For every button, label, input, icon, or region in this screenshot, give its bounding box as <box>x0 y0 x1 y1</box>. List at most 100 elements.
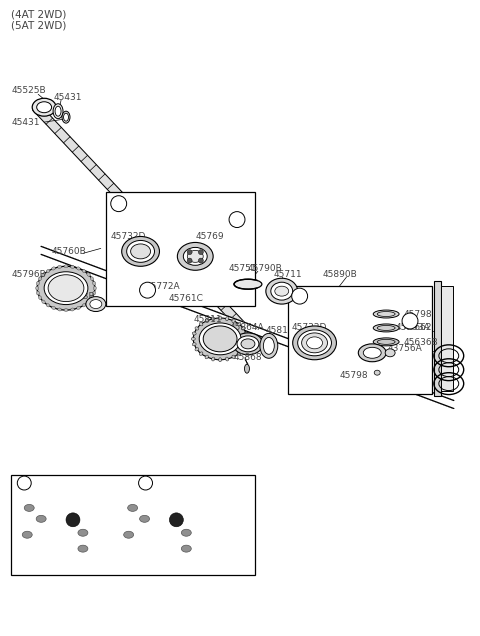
Ellipse shape <box>78 529 88 536</box>
Text: 45819: 45819 <box>266 326 294 335</box>
Circle shape <box>111 196 127 212</box>
Bar <box>288 286 432 394</box>
Ellipse shape <box>58 265 61 268</box>
Ellipse shape <box>36 281 39 286</box>
Text: 45868: 45868 <box>234 353 263 363</box>
Ellipse shape <box>266 278 298 304</box>
Ellipse shape <box>140 515 150 522</box>
Text: b: b <box>145 286 150 294</box>
Ellipse shape <box>212 357 215 361</box>
Ellipse shape <box>122 237 159 266</box>
Ellipse shape <box>373 310 399 318</box>
Text: 45897C: 45897C <box>47 504 82 513</box>
Ellipse shape <box>244 343 248 346</box>
Text: 45798: 45798 <box>339 371 368 380</box>
Circle shape <box>187 258 192 263</box>
Text: 45753A: 45753A <box>129 200 163 209</box>
Ellipse shape <box>63 113 69 121</box>
Ellipse shape <box>178 242 213 270</box>
Text: (5AT 2WD): (5AT 2WD) <box>12 21 67 31</box>
Ellipse shape <box>373 338 399 346</box>
Text: 45890B: 45890B <box>323 270 357 279</box>
Ellipse shape <box>48 275 84 301</box>
Ellipse shape <box>37 266 95 310</box>
Ellipse shape <box>86 296 106 312</box>
Text: 45777: 45777 <box>17 540 46 549</box>
Ellipse shape <box>195 327 199 330</box>
Ellipse shape <box>237 352 241 356</box>
Ellipse shape <box>58 308 61 311</box>
Ellipse shape <box>46 303 50 307</box>
Text: a: a <box>408 317 413 326</box>
Ellipse shape <box>234 279 262 289</box>
Text: 45743B: 45743B <box>61 292 96 301</box>
Text: 45431: 45431 <box>12 118 40 127</box>
Ellipse shape <box>82 303 86 307</box>
Ellipse shape <box>42 300 45 303</box>
Circle shape <box>140 282 156 298</box>
Ellipse shape <box>78 545 88 552</box>
Ellipse shape <box>64 265 68 268</box>
Text: 45904: 45904 <box>141 492 169 501</box>
Circle shape <box>198 258 204 263</box>
Text: 45777: 45777 <box>69 534 97 543</box>
Text: 45864A: 45864A <box>230 324 264 333</box>
Ellipse shape <box>374 370 380 375</box>
Text: 45904: 45904 <box>63 515 92 523</box>
Text: 45431: 45431 <box>53 93 82 102</box>
Text: 45904: 45904 <box>39 492 68 501</box>
Ellipse shape <box>38 277 42 280</box>
Text: 45811: 45811 <box>193 315 222 324</box>
Ellipse shape <box>36 291 39 295</box>
Ellipse shape <box>271 282 293 300</box>
Text: b: b <box>116 199 121 208</box>
Ellipse shape <box>71 308 74 311</box>
Ellipse shape <box>71 265 74 268</box>
Text: 45769: 45769 <box>195 232 224 241</box>
Text: 45732D: 45732D <box>292 324 327 333</box>
Text: b: b <box>234 215 240 224</box>
Ellipse shape <box>181 529 192 536</box>
Ellipse shape <box>46 270 50 273</box>
Ellipse shape <box>233 333 263 355</box>
Ellipse shape <box>77 307 81 310</box>
Ellipse shape <box>32 99 56 116</box>
Polygon shape <box>33 104 258 343</box>
Ellipse shape <box>192 332 196 335</box>
Ellipse shape <box>93 291 96 295</box>
Ellipse shape <box>199 352 203 356</box>
Text: 45636B: 45636B <box>404 338 439 347</box>
Ellipse shape <box>301 333 327 353</box>
Circle shape <box>187 250 192 254</box>
Ellipse shape <box>93 286 96 290</box>
Ellipse shape <box>93 281 96 286</box>
Ellipse shape <box>205 319 208 322</box>
Text: 45777: 45777 <box>127 540 156 549</box>
Text: 45662: 45662 <box>404 324 432 333</box>
Ellipse shape <box>226 317 228 321</box>
Ellipse shape <box>90 300 102 308</box>
Text: 45761C: 45761C <box>168 294 204 303</box>
Ellipse shape <box>232 319 235 322</box>
Ellipse shape <box>193 318 247 360</box>
Circle shape <box>292 288 308 304</box>
Ellipse shape <box>187 251 203 262</box>
Ellipse shape <box>51 307 55 310</box>
Text: 45790B: 45790B <box>248 264 283 273</box>
Text: 45793A: 45793A <box>395 324 430 333</box>
Text: (4AT 2WD): (4AT 2WD) <box>12 10 67 20</box>
Circle shape <box>229 212 245 228</box>
Ellipse shape <box>36 102 51 113</box>
Text: 45772A: 45772A <box>145 282 180 291</box>
Ellipse shape <box>192 337 195 340</box>
Ellipse shape <box>44 272 88 305</box>
Ellipse shape <box>307 337 323 349</box>
Ellipse shape <box>244 364 250 373</box>
Text: 45796B: 45796B <box>12 270 46 279</box>
Ellipse shape <box>226 357 228 361</box>
Bar <box>12 475 255 574</box>
Ellipse shape <box>275 286 288 296</box>
Ellipse shape <box>199 322 203 326</box>
Ellipse shape <box>205 355 208 359</box>
Ellipse shape <box>241 339 255 349</box>
